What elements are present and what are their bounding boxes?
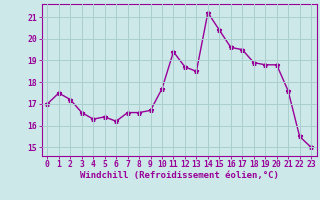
X-axis label: Windchill (Refroidissement éolien,°C): Windchill (Refroidissement éolien,°C): [80, 171, 279, 180]
